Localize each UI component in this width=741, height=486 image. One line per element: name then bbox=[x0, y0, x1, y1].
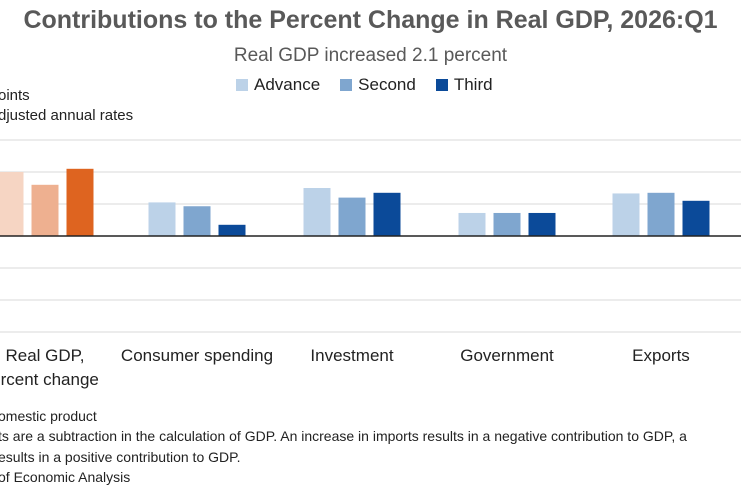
bar-second-4 bbox=[647, 192, 675, 236]
bar-third-1 bbox=[218, 224, 246, 236]
bar-advance-0 bbox=[0, 172, 24, 236]
category-label: Investment bbox=[310, 346, 393, 365]
footnote-line3: esults in a positive contribution to GDP… bbox=[0, 449, 241, 465]
category-label: Real GDP, bbox=[5, 346, 84, 365]
bar-advance-3 bbox=[458, 212, 486, 236]
bar-second-0 bbox=[31, 184, 59, 236]
legend-label-third: Third bbox=[453, 75, 493, 94]
bar-advance-2 bbox=[303, 188, 331, 236]
footnote-line2: ts are a subtraction in the calculation … bbox=[0, 428, 687, 444]
legend-item-advance: Advance bbox=[236, 75, 320, 95]
bar-third-3 bbox=[528, 212, 556, 236]
bar-advance-1 bbox=[148, 202, 176, 236]
legend: Advance Second Third bbox=[236, 75, 493, 95]
bar-advance-4 bbox=[612, 193, 640, 236]
category-label: Exports bbox=[632, 346, 690, 365]
bar-third-0 bbox=[66, 168, 94, 236]
legend-swatch-third bbox=[435, 79, 448, 91]
footnote-line1: omestic product bbox=[0, 408, 97, 424]
bar-second-2 bbox=[338, 197, 366, 236]
units-label-line2: djusted annual rates bbox=[0, 107, 134, 124]
bar-third-4 bbox=[682, 200, 710, 236]
category-label: Consumer spending bbox=[121, 346, 273, 365]
chart-subtitle: Real GDP increased 2.1 percent bbox=[233, 45, 508, 66]
units-label-line1: oints bbox=[0, 87, 30, 104]
category-label: Government bbox=[460, 346, 554, 365]
chart-title: Contributions to the Percent Change in R… bbox=[23, 6, 718, 34]
legend-item-second: Second bbox=[340, 75, 416, 95]
legend-label-advance: Advance bbox=[254, 75, 321, 94]
legend-item-third: Third bbox=[435, 75, 493, 95]
legend-swatch-second bbox=[340, 79, 353, 91]
bar-second-3 bbox=[493, 212, 521, 236]
bar-chart: Real GDP, ercent change Consumer spending I… bbox=[0, 139, 741, 389]
category-label: ercent change bbox=[0, 370, 99, 389]
bar-second-1 bbox=[183, 206, 211, 236]
legend-label-second: Second bbox=[358, 75, 416, 94]
footnote-line4: of Economic Analysis bbox=[0, 469, 131, 485]
bar-third-2 bbox=[373, 192, 401, 236]
legend-swatch-advance bbox=[236, 79, 248, 91]
